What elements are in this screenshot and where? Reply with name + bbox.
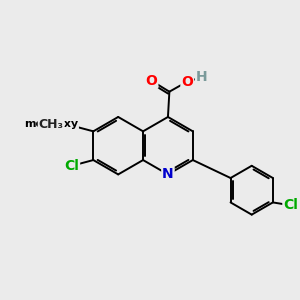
Text: H: H [196, 70, 207, 84]
Text: N: N [162, 167, 174, 182]
Text: O: O [67, 119, 77, 132]
Text: methoxy: methoxy [24, 119, 78, 129]
Text: Cl: Cl [64, 159, 79, 173]
Text: O: O [181, 75, 193, 88]
Text: O: O [146, 74, 158, 88]
Text: CH₃: CH₃ [39, 118, 64, 130]
Text: Cl: Cl [283, 198, 298, 212]
